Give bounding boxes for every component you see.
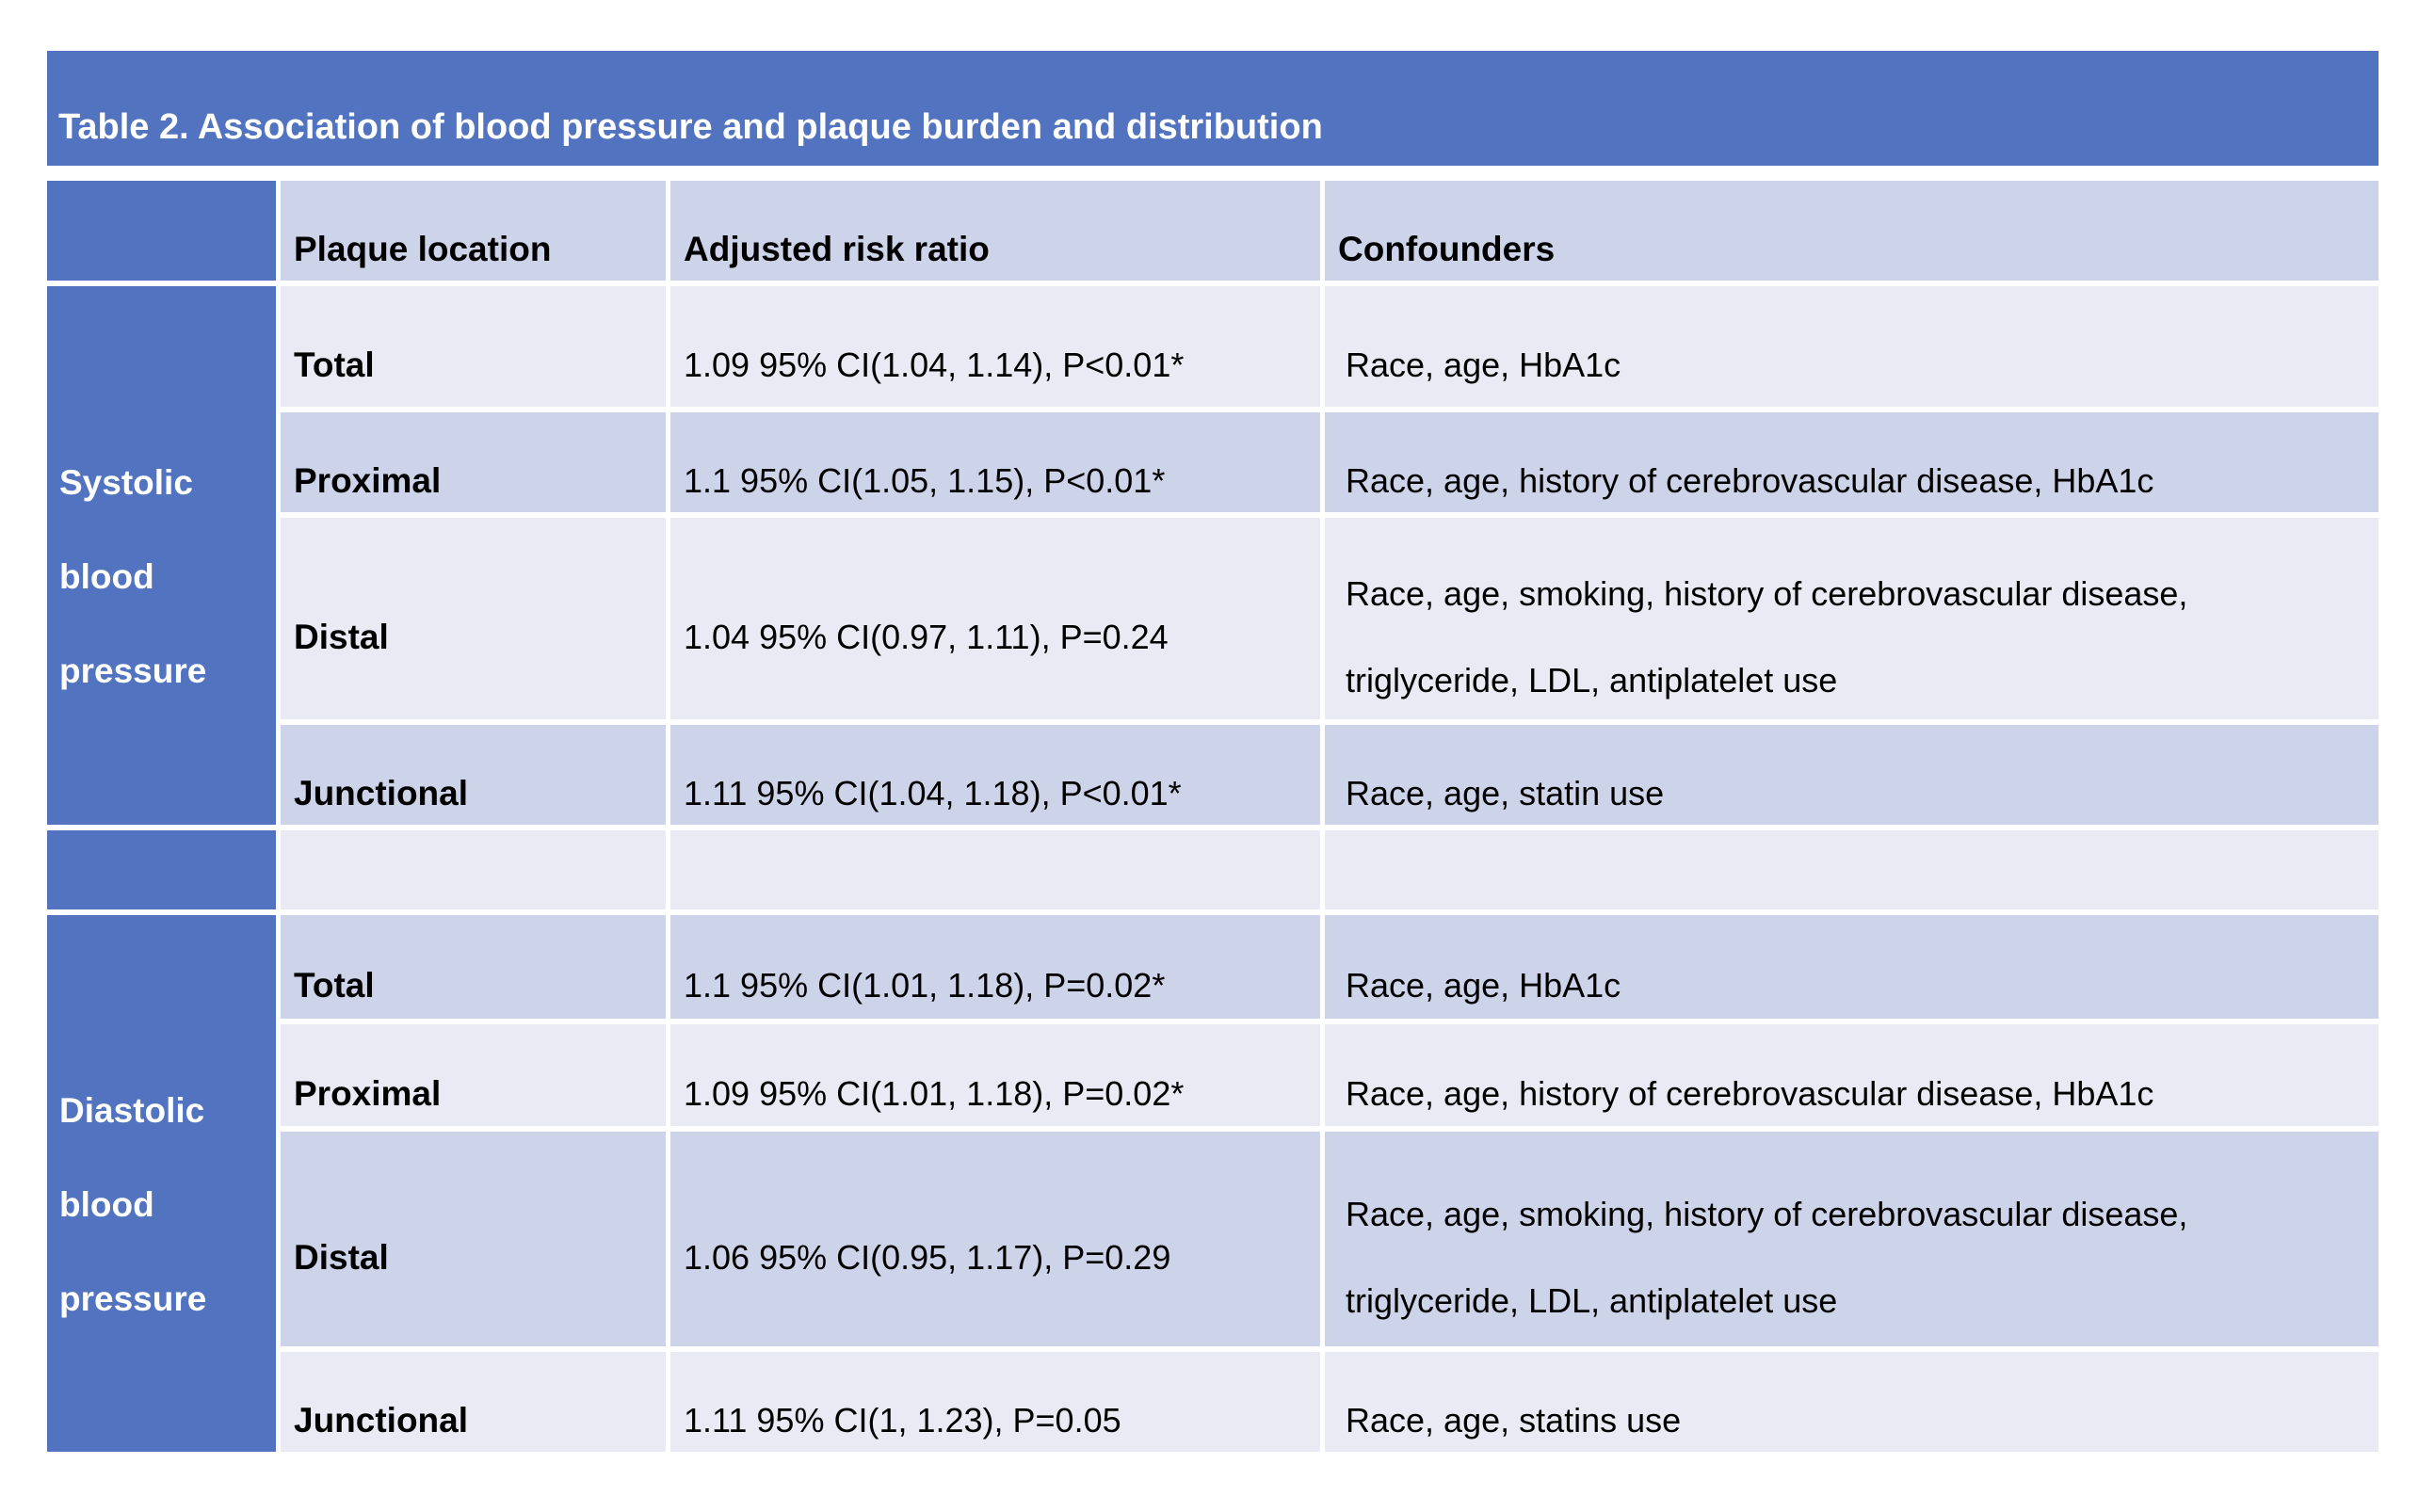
cell-risk-ratio: 1.1 95% CI(1.05, 1.15), P<0.01* (670, 412, 1320, 512)
spacer-cell (670, 830, 1320, 909)
spacer-cell (281, 830, 666, 909)
corner-cell (47, 181, 276, 281)
cell-confounders: Race, age, smoking, history of cerebrova… (1325, 1132, 2379, 1346)
cell-location: Distal (281, 1132, 666, 1346)
cell-confounders: Race, age, HbA1c (1325, 915, 2379, 1019)
cell-confounders: Race, age, smoking, history of cerebrova… (1325, 518, 2379, 719)
cell-location: Proximal (281, 1024, 666, 1126)
cell-location: Total (281, 915, 666, 1019)
cell-location: Total (281, 286, 666, 407)
cell-location: Proximal (281, 412, 666, 512)
cell-confounders: Race, age, HbA1c (1325, 286, 2379, 407)
spacer-group-cell (47, 830, 276, 909)
header-adjusted-risk-ratio: Adjusted risk ratio (670, 181, 1320, 281)
cell-location: Distal (281, 518, 666, 719)
cell-confounders: Race, age, history of cerebrovascular di… (1325, 1024, 2379, 1126)
header-confounders: Confounders (1325, 181, 2379, 281)
cell-risk-ratio: 1.11 95% CI(1, 1.23), P=0.05 (670, 1352, 1320, 1452)
data-table: Plaque location Adjusted risk ratio Conf… (47, 181, 2379, 1452)
cell-risk-ratio: 1.1 95% CI(1.01, 1.18), P=0.02* (670, 915, 1320, 1019)
cell-confounders: Race, age, statins use (1325, 1352, 2379, 1452)
group-label-diastolic: Diastolic blood pressure (47, 915, 276, 1452)
cell-risk-ratio: 1.09 95% CI(1.04, 1.14), P<0.01* (670, 286, 1320, 407)
cell-risk-ratio: 1.06 95% CI(0.95, 1.17), P=0.29 (670, 1132, 1320, 1346)
table-title: Table 2. Association of blood pressure a… (47, 51, 2379, 166)
cell-confounders: Race, age, history of cerebrovascular di… (1325, 412, 2379, 512)
cell-risk-ratio: 1.04 95% CI(0.97, 1.11), P=0.24 (670, 518, 1320, 719)
group-label-systolic: Systolic blood pressure (47, 286, 276, 825)
cell-location: Junctional (281, 1352, 666, 1452)
spacer-cell (1325, 830, 2379, 909)
cell-confounders: Race, age, statin use (1325, 725, 2379, 825)
header-plaque-location: Plaque location (281, 181, 666, 281)
cell-risk-ratio: 1.11 95% CI(1.04, 1.18), P<0.01* (670, 725, 1320, 825)
cell-risk-ratio: 1.09 95% CI(1.01, 1.18), P=0.02* (670, 1024, 1320, 1126)
cell-location: Junctional (281, 725, 666, 825)
